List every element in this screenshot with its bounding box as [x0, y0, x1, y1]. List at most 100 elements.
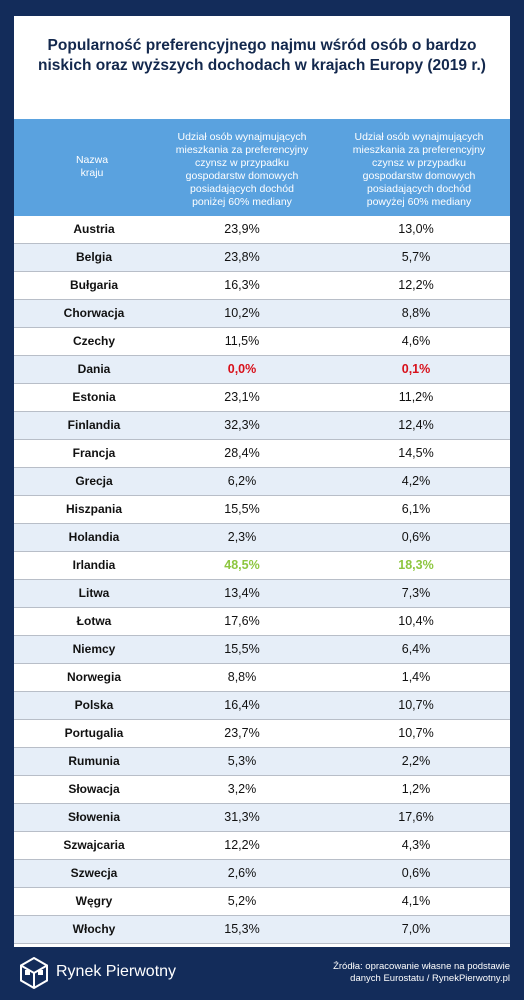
high-income-share: 5,7%: [401, 250, 431, 264]
low-income-share: 23,8%: [224, 250, 260, 264]
low-income-share: 5,2%: [227, 894, 257, 908]
country-name: Chorwacja: [63, 306, 125, 320]
table-row: Grecja 6,2% 4,2%: [14, 468, 510, 496]
header-line: gospodarstw domowych: [185, 170, 299, 182]
source-line: danych Eurostatu / RynekPierwotny.pl: [350, 973, 510, 984]
footer: Rynek Pierwotny Źródła: opracowanie włas…: [0, 947, 524, 1000]
table-body: Austria 23,9% 13,0% Belgia 23,8% 5,7% Bułgaria…: [14, 216, 510, 944]
table-row: Finlandia 32,3% 12,4%: [14, 412, 510, 440]
header-line: mieszkania za preferencyjny: [352, 144, 486, 156]
low-income-share: 11,5%: [224, 334, 260, 348]
country-name: Austria: [73, 222, 115, 236]
header-line: czynsz w przypadku: [372, 157, 466, 169]
table-row: Rumunia 5,3% 2,2%: [14, 748, 510, 776]
country-name: Estonia: [72, 390, 116, 404]
high-income-share: 6,4%: [401, 642, 431, 656]
high-income-share: 4,1%: [401, 894, 431, 908]
low-income-share: 32,3%: [224, 418, 260, 432]
low-income-share: 15,5%: [224, 502, 260, 516]
low-income-share: 16,4%: [224, 698, 260, 712]
header-line: Udział osób wynajmujących: [354, 131, 484, 143]
low-income-share: 15,5%: [224, 642, 260, 656]
low-income-share: 13,4%: [224, 586, 260, 600]
high-income-share: 4,2%: [401, 474, 431, 488]
high-income-share: 13,0%: [398, 222, 434, 236]
high-income-share: 18,3%: [398, 558, 434, 572]
high-income-share: 10,7%: [398, 698, 434, 712]
table-row: Włochy 15,3% 7,0%: [14, 916, 510, 944]
country-name: Finlandia: [67, 418, 121, 432]
table-row: Hiszpania 15,5% 6,1%: [14, 496, 510, 524]
low-income-share: 2,3%: [227, 530, 257, 544]
source-line: Źródła: opracowanie własne na podstawie: [333, 961, 510, 972]
low-income-share: 12,2%: [224, 838, 260, 852]
table-row: Słowacja 3,2% 1,2%: [14, 776, 510, 804]
country-name: Bułgaria: [69, 278, 118, 292]
header-country: Nazwa kraju: [42, 154, 142, 180]
table-row: Chorwacja 10,2% 8,8%: [14, 300, 510, 328]
table-row: Litwa 13,4% 7,3%: [14, 580, 510, 608]
page-title: Popularność preferencyjnego najmu wśród …: [14, 36, 510, 76]
table-row: Francja 28,4% 14,5%: [14, 440, 510, 468]
high-income-share: 0,6%: [401, 866, 431, 880]
table-row: Bułgaria 16,3% 12,2%: [14, 272, 510, 300]
low-income-share: 3,2%: [227, 782, 257, 796]
high-income-share: 7,0%: [401, 922, 431, 936]
source-note: Źródła: opracowanie własne na podstawie …: [280, 961, 510, 985]
high-income-share: 11,2%: [398, 390, 434, 404]
low-income-share: 17,6%: [224, 614, 260, 628]
low-income-share: 28,4%: [224, 446, 260, 460]
country-name: Francja: [72, 446, 116, 460]
header-line: gospodarstw domowych: [362, 170, 476, 182]
country-name: Belgia: [75, 250, 112, 264]
high-income-share: 1,2%: [401, 782, 431, 796]
table-card: Popularność preferencyjnego najmu wśród …: [14, 16, 510, 947]
country-name: Rumunia: [68, 754, 120, 768]
country-name: Irlandia: [72, 558, 116, 572]
country-name: Węgry: [75, 894, 113, 908]
table-row: Dania 0,0% 0,1%: [14, 356, 510, 384]
header-line: czynsz w przypadku: [195, 157, 289, 169]
table-row: Czechy 11,5% 4,6%: [14, 328, 510, 356]
high-income-share: 14,5%: [398, 446, 434, 460]
high-income-share: 17,6%: [398, 810, 434, 824]
high-income-share: 4,3%: [401, 838, 431, 852]
country-name: Dania: [77, 362, 111, 376]
header-line: mieszkania za preferencyjny: [175, 144, 309, 156]
high-income-share: 2,2%: [401, 754, 431, 768]
table-row: Holandia 2,3% 0,6%: [14, 524, 510, 552]
country-name: Norwegia: [66, 670, 121, 684]
rynek-pierwotny-logo-icon: [20, 957, 48, 989]
table-row: Niemcy 15,5% 6,4%: [14, 636, 510, 664]
low-income-share: 6,2%: [227, 474, 257, 488]
country-name: Słowacja: [68, 782, 120, 796]
table-row: Portugalia 23,7% 10,7%: [14, 720, 510, 748]
title-line: Popularność preferencyjnego najmu wśród …: [47, 37, 477, 54]
country-name: Włochy: [72, 922, 116, 936]
country-name: Niemcy: [72, 642, 116, 656]
table-row: Węgry 5,2% 4,1%: [14, 888, 510, 916]
country-name: Portugalia: [64, 726, 124, 740]
table-row: Słowenia 31,3% 17,6%: [14, 804, 510, 832]
low-income-share: 15,3%: [224, 922, 260, 936]
high-income-share: 10,7%: [398, 726, 434, 740]
country-name: Czechy: [72, 334, 116, 348]
country-name: Słowenia: [67, 810, 120, 824]
country-name: Polska: [74, 698, 114, 712]
header-low-income: Udział osób wynajmujących mieszkania za …: [157, 131, 327, 209]
header-line: kraju: [80, 167, 104, 179]
title-line: niskich oraz wyższych dochodach w krajac…: [38, 57, 486, 74]
header-line: Nazwa: [75, 154, 109, 166]
brand-name: Rynek Pierwotny: [56, 963, 177, 980]
country-name: Szwajcaria: [63, 838, 125, 852]
header-high-income: Udział osób wynajmujących mieszkania za …: [334, 131, 504, 209]
high-income-share: 12,4%: [398, 418, 434, 432]
low-income-share: 31,3%: [224, 810, 260, 824]
table-row: Szwajcaria 12,2% 4,3%: [14, 832, 510, 860]
header-line: poniżej 60% mediany: [192, 196, 292, 208]
high-income-share: 0,1%: [401, 362, 431, 376]
table-row: Norwegia 8,8% 1,4%: [14, 664, 510, 692]
country-name: Łotwa: [76, 614, 112, 628]
header-line: posiadających dochód: [190, 183, 294, 195]
